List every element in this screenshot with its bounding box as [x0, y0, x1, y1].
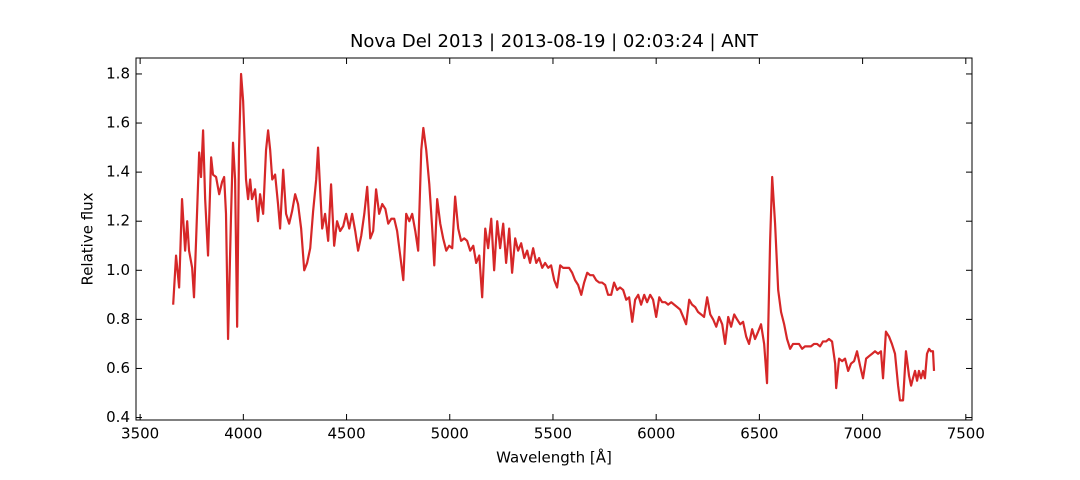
y-tick-label: 1.6: [106, 114, 130, 132]
y-axis-label: Relative flux: [79, 192, 97, 285]
x-axis-label: Wavelength [Å]: [496, 448, 612, 467]
x-tick-label: 7500: [947, 425, 985, 443]
y-tick-label: 1.0: [106, 261, 130, 279]
plot-frame: [135, 57, 973, 421]
chart-title: Nova Del 2013 | 2013-08-19 | 02:03:24 | …: [350, 31, 759, 52]
y-tick-label: 0.6: [106, 359, 130, 377]
x-tick-label: 4500: [327, 425, 365, 443]
y-tick-label: 0.8: [106, 310, 130, 328]
y-tick-label: 0.4: [106, 408, 130, 426]
y-tick-label: 1.4: [106, 163, 130, 181]
y-tick-label: 1.8: [106, 64, 130, 82]
spectrum-line: [172, 72, 936, 402]
x-tick-label: 6000: [637, 425, 675, 443]
x-tick-label: 4000: [224, 425, 262, 443]
x-tick-label: 5000: [431, 425, 469, 443]
x-tick-label: 6500: [740, 425, 778, 443]
x-tick-label: 3500: [121, 425, 159, 443]
y-tick-label: 1.2: [106, 212, 130, 230]
x-tick-label: 5500: [534, 425, 572, 443]
x-tick-label: 7000: [844, 425, 882, 443]
